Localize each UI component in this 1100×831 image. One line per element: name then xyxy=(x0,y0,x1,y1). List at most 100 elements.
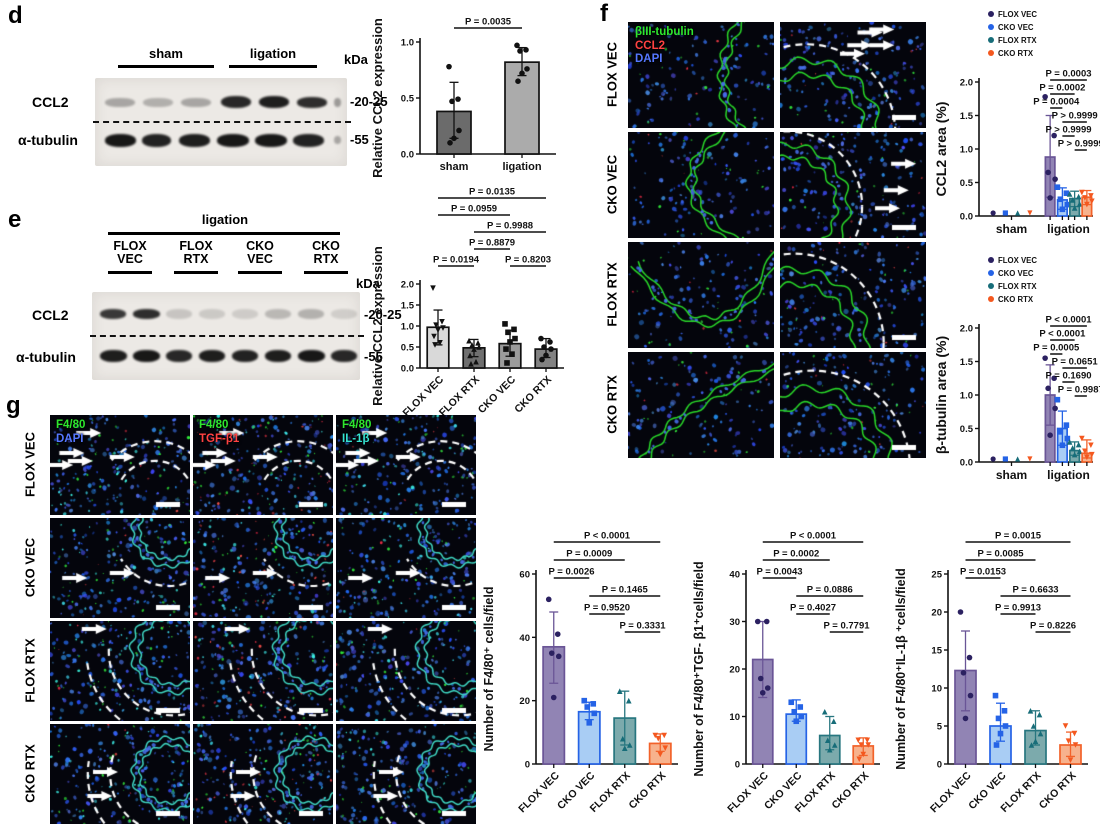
blot-d-mw-tubulin: -55 xyxy=(350,132,369,147)
micrograph-f-row1-left-canvas xyxy=(628,132,774,238)
micrograph-g-row2-col2 xyxy=(336,621,476,721)
micrograph-f-row2-left xyxy=(628,242,774,348)
svg-text:0: 0 xyxy=(735,760,740,771)
blot-e-condition: ligation xyxy=(201,212,249,227)
svg-text:P = 0.0153: P = 0.0153 xyxy=(960,567,1006,578)
svg-text:P = 0.9913: P = 0.9913 xyxy=(995,603,1041,614)
svg-text:FLOX VEC: FLOX VEC xyxy=(928,769,974,815)
blot-e-separator xyxy=(90,335,364,337)
protein-band xyxy=(293,133,324,147)
micrograph-g-row1-col0-canvas xyxy=(50,518,190,618)
svg-text:sham: sham xyxy=(996,222,1027,236)
micrograph-g-row0-col2 xyxy=(336,415,476,515)
svg-text:1.0: 1.0 xyxy=(401,322,414,333)
svg-text:P = 0.3331: P = 0.3331 xyxy=(619,621,666,632)
svg-text:P = 0.0015: P = 0.0015 xyxy=(995,531,1042,542)
panel-e-label: e xyxy=(8,206,22,233)
micrograph-g-row1-col2-canvas xyxy=(336,518,476,618)
svg-text:CKO RTX: CKO RTX xyxy=(998,49,1034,58)
svg-text:P > 0.9999: P > 0.9999 xyxy=(1058,139,1100,150)
stain-dapi-label: DAPI xyxy=(56,432,84,445)
svg-text:P = 0.8226: P = 0.8226 xyxy=(1030,621,1076,632)
protein-band xyxy=(179,133,210,147)
underline xyxy=(174,271,218,274)
svg-text:CKO VEC: CKO VEC xyxy=(998,23,1034,32)
stain-f480-label: F4/80 xyxy=(199,419,229,431)
svg-text:ligation: ligation xyxy=(1047,468,1090,482)
g-row-label-floxrtx: FLOX RTX xyxy=(22,638,38,703)
chart-ccl2-area: 0.0 0.5 1.0 1.5 2.0 CCL2 area (%) sham ligation… xyxy=(933,0,1100,246)
chart-f480-il1b-cells: 0 5 10 15 20 25 Number of F4/80⁺IL-1β ⁺cells/f… xyxy=(890,502,1100,830)
protein-band xyxy=(199,350,225,362)
svg-text:sham: sham xyxy=(996,468,1027,482)
svg-text:P = 0.0009: P = 0.0009 xyxy=(566,549,612,560)
svg-text:CKO RTX: CKO RTX xyxy=(1037,770,1079,812)
micrograph-g-row1-col1-canvas xyxy=(193,518,333,618)
protein-band xyxy=(133,350,160,362)
svg-text:P = 0.1690: P = 0.1690 xyxy=(1045,371,1091,382)
svg-text:15: 15 xyxy=(931,646,942,657)
stain-tgfb1-label: TGF-β1 xyxy=(199,432,240,445)
svg-text:CCL2 area (%): CCL2 area (%) xyxy=(933,102,949,197)
underline xyxy=(108,232,340,235)
svg-text:CKO RTX: CKO RTX xyxy=(829,770,871,812)
blot-e-mw-ccl2: -20-25 xyxy=(364,307,402,322)
micrograph-f-row1-right xyxy=(780,132,926,238)
svg-text:P = 0.0651: P = 0.0651 xyxy=(1052,357,1099,368)
stain-dapi-label: DAPI xyxy=(635,53,663,65)
svg-text:P = 0.9520: P = 0.9520 xyxy=(584,603,630,614)
svg-text:ligation: ligation xyxy=(1047,222,1090,236)
micrograph-g-row1-col2 xyxy=(336,518,476,618)
svg-text:40: 40 xyxy=(729,570,740,581)
panel-g-label: g xyxy=(6,392,21,419)
micrograph-g-row3-col0 xyxy=(50,724,190,824)
blot-d-separator xyxy=(93,121,351,123)
svg-text:0.5: 0.5 xyxy=(401,94,415,105)
chart-btubulin-area: 0.0 0.5 1.0 1.5 2.0 β-tubulin area (%) sham lig… xyxy=(933,246,1100,490)
svg-text:0.5: 0.5 xyxy=(401,343,415,354)
svg-text:P = 0.0004: P = 0.0004 xyxy=(1033,97,1080,108)
protein-band xyxy=(199,309,225,319)
protein-band xyxy=(166,309,192,319)
protein-band xyxy=(259,96,289,108)
blot-e-lane-floxvec: FLOX VEC xyxy=(113,239,147,266)
chart-f480-cells: 0 20 40 60 Number of F4/80⁺ cells/field FLOX … xyxy=(478,502,690,830)
svg-text:P = 0.0886: P = 0.0886 xyxy=(807,585,853,596)
underline xyxy=(229,65,317,68)
protein-band xyxy=(143,97,173,107)
micrograph-f-row1-right-canvas xyxy=(780,132,926,238)
underline xyxy=(118,65,214,68)
micrograph-f-row0-right xyxy=(780,22,926,128)
micrograph-f-row1-left xyxy=(628,132,774,238)
svg-text:0: 0 xyxy=(525,760,530,771)
protein-band xyxy=(232,350,258,362)
micrograph-f-row0-left-canvas xyxy=(628,22,774,128)
micrograph-g-row1-col1 xyxy=(193,518,333,618)
blot-e-mw-tubulin: -55 xyxy=(364,349,383,364)
svg-text:FLOX VEC: FLOX VEC xyxy=(516,769,562,815)
protein-band xyxy=(298,309,324,319)
stain-ccl2-label: CCL2 xyxy=(635,39,666,52)
svg-text:sham: sham xyxy=(440,161,469,173)
svg-text:P > 0.9999: P > 0.9999 xyxy=(1052,111,1098,122)
svg-text:0: 0 xyxy=(937,760,942,771)
micrograph-f-row0-right-canvas xyxy=(780,22,926,128)
micrograph-f-row2-right-canvas xyxy=(780,242,926,348)
svg-text:FLOX RTX: FLOX RTX xyxy=(998,282,1037,291)
svg-text:FLOX VEC: FLOX VEC xyxy=(998,10,1037,19)
svg-text:P < 0.0001: P < 0.0001 xyxy=(790,531,837,542)
micrograph-f-row0-left xyxy=(628,22,774,128)
protein-band xyxy=(298,350,325,362)
chart-relative-ccl2-groups: 0.0 0.5 1.0 1.5 2.0 Relative CCL2 expression F… xyxy=(366,186,572,426)
underline xyxy=(108,271,152,274)
micrograph-g-row3-col1 xyxy=(193,724,333,824)
g-row-label-ckovec: CKO VEC xyxy=(22,537,38,598)
svg-text:Number of F4/80⁺ cells/field: Number of F4/80⁺ cells/field xyxy=(482,587,496,752)
svg-text:FLOX RTX: FLOX RTX xyxy=(998,36,1037,45)
svg-text:10: 10 xyxy=(729,712,740,723)
svg-text:20: 20 xyxy=(519,696,530,707)
svg-text:25: 25 xyxy=(931,570,942,581)
protein-band xyxy=(105,97,135,107)
svg-text:P = 0.0959: P = 0.0959 xyxy=(451,204,497,215)
svg-text:30: 30 xyxy=(729,617,740,628)
